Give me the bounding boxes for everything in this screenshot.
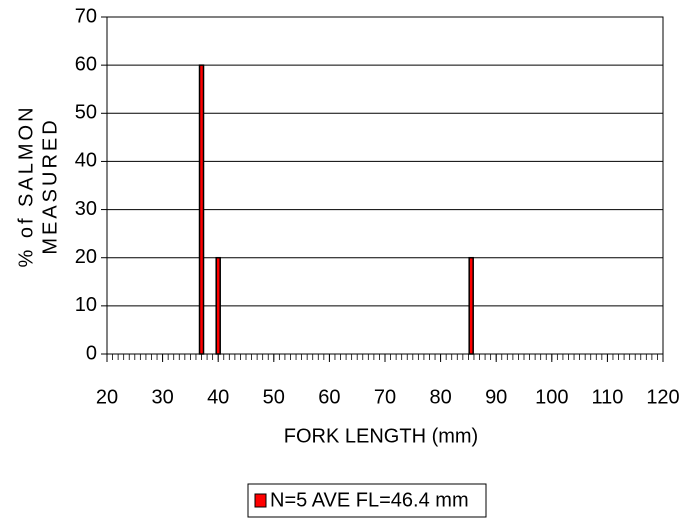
y-tick-label: 30 [75, 198, 97, 220]
bar [468, 256, 474, 355]
y-tick-label: 10 [75, 294, 97, 316]
legend-box [247, 483, 487, 518]
y-tick-label: 20 [75, 246, 97, 268]
x-tick-label: 40 [207, 386, 229, 408]
y-axis-label: MEASURED [39, 117, 61, 254]
x-tick-label: 110 [591, 386, 623, 408]
x-tick-label: 60 [318, 386, 340, 408]
y-tick-label: 70 [75, 5, 97, 27]
y-tick-label: 60 [75, 53, 97, 75]
legend-label: N=5 AVE FL=46.4 mm [270, 489, 469, 511]
x-tick-label: 90 [485, 386, 507, 408]
x-tick-label: 70 [374, 386, 396, 408]
y-tick-label: 0 [86, 342, 97, 364]
x-tick-label: 20 [96, 386, 118, 408]
x-tick-label: 120 [646, 386, 679, 408]
y-tick-label: 40 [75, 150, 97, 172]
x-tick-label: 30 [151, 386, 173, 408]
y-axis-label: % of SALMON [15, 104, 37, 267]
x-tick-label: 80 [429, 386, 451, 408]
x-axis-label: FORK LENGTH (mm) [284, 425, 478, 447]
y-tick-label: 50 [75, 102, 97, 124]
legend-swatch [254, 493, 267, 508]
bar [215, 256, 221, 355]
x-tick-label: 50 [263, 386, 285, 408]
plot-frame [106, 16, 664, 355]
bar [198, 64, 205, 355]
x-tick-label: 100 [535, 386, 568, 408]
